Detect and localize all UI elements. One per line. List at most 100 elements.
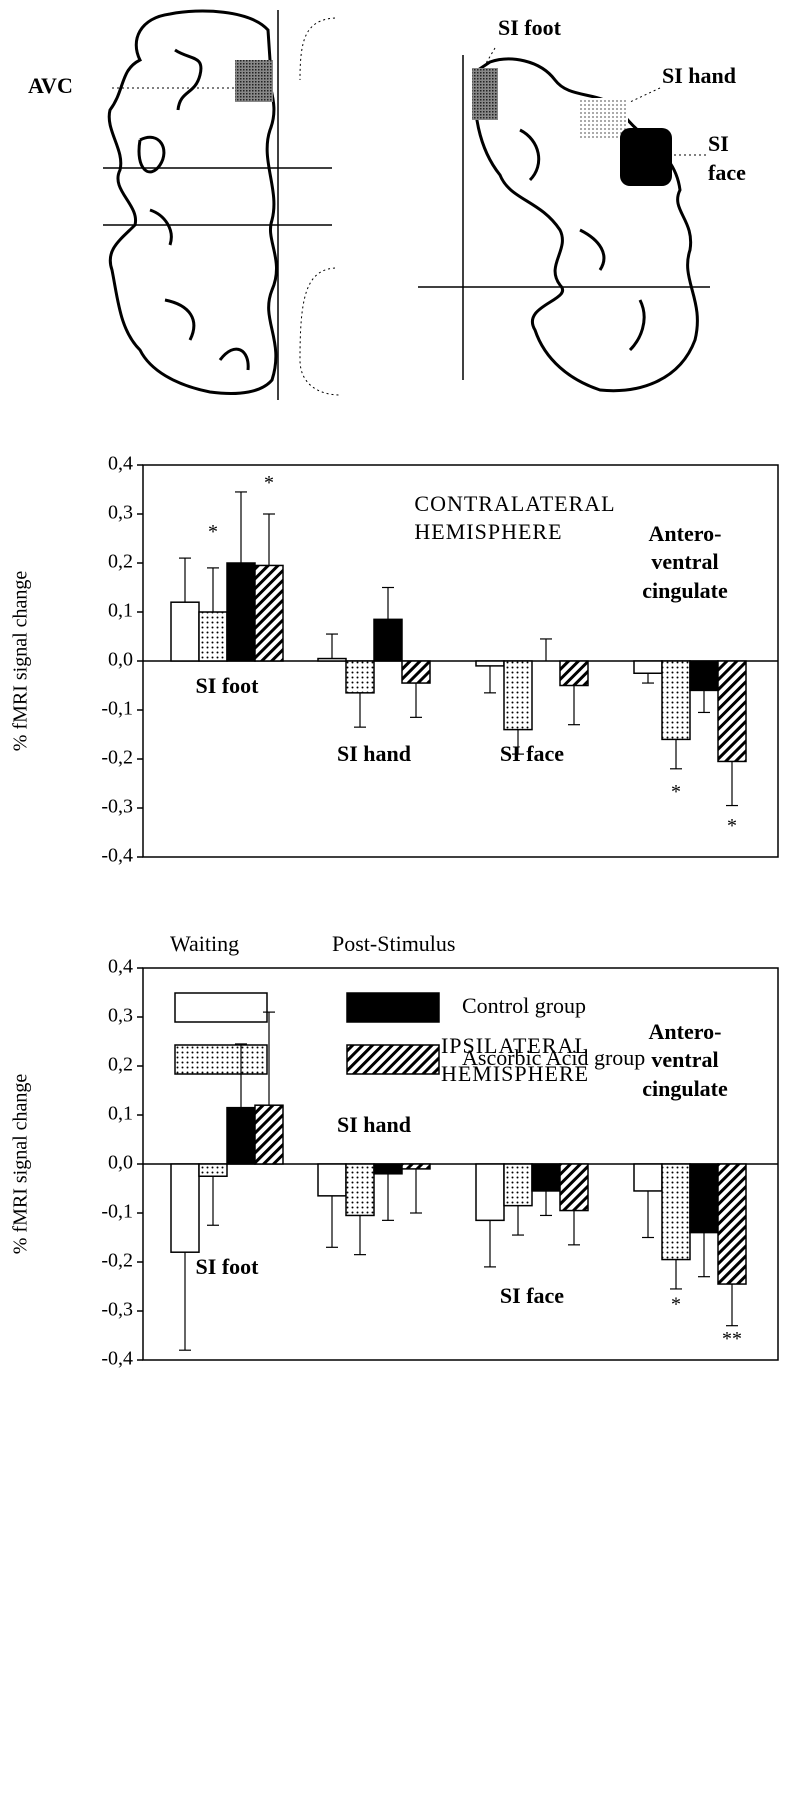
y-tick-label: 0,2 (108, 1054, 133, 1076)
y-tick-label: 0,0 (108, 1152, 133, 1174)
bar (317, 657, 347, 662)
error-bar (410, 1168, 422, 1214)
bar (254, 1104, 284, 1165)
leader (484, 47, 496, 66)
legend-swatch (174, 992, 268, 1023)
y-tick-label: 0,4 (108, 956, 133, 978)
y-tick-label: -0,2 (101, 747, 133, 769)
y-tick-label: 0,1 (108, 600, 133, 622)
error-bar (326, 633, 338, 659)
error-bar (540, 1190, 552, 1217)
diagram-label: SI face (708, 131, 746, 185)
bar (633, 1163, 663, 1192)
y-tick-label: 0,0 (108, 649, 133, 671)
category-label: SI hand (336, 741, 412, 767)
bar (401, 660, 431, 684)
bar (373, 618, 403, 662)
bar (198, 611, 228, 662)
avc-region (235, 60, 273, 102)
legend-label: Control group (462, 993, 587, 1018)
y-tick-label: -0,2 (101, 1250, 133, 1272)
error-bar (235, 1043, 247, 1108)
error-bar (642, 673, 654, 684)
error-bar (207, 1176, 219, 1226)
error-bar (670, 739, 682, 770)
category-label: SI foot (195, 672, 259, 698)
error-bar (354, 692, 366, 728)
error-bar (235, 491, 247, 563)
y-tick-label: -0,3 (101, 796, 133, 818)
si-face-region (620, 128, 672, 186)
error-bar (263, 513, 275, 566)
y-axis-label: % fMRI signal change (10, 571, 32, 752)
error-bar (512, 1205, 524, 1236)
legend-column: Waiting (170, 931, 240, 956)
bar (226, 1106, 256, 1165)
error-bar (354, 1215, 366, 1256)
chart-title: IPSILATERAL HEMISPHERE (440, 1032, 590, 1087)
chart-title: CONTRALATERAL HEMISPHERE (414, 490, 616, 545)
error-bar (642, 1190, 654, 1239)
significance-mark: ** (722, 1328, 742, 1350)
bar (254, 564, 284, 662)
category-label: Antero-ventral cingulate (642, 1018, 728, 1101)
error-bar (726, 1284, 738, 1327)
significance-mark: * (208, 521, 218, 543)
bar (689, 1163, 719, 1234)
bar (531, 1163, 561, 1192)
error-bar (179, 557, 191, 603)
diagram-label: AVC (28, 73, 73, 98)
legend-swatch (346, 1044, 440, 1075)
error-bar (540, 638, 552, 661)
y-tick-label: 0,1 (108, 1103, 133, 1125)
error-bar (263, 1011, 275, 1106)
bar (226, 562, 256, 662)
bar (475, 660, 505, 667)
diagram-label: SI hand (662, 63, 737, 88)
bar (373, 1163, 403, 1175)
bar (170, 1163, 200, 1253)
bar (503, 660, 533, 731)
si-foot-region (472, 68, 498, 120)
legend-swatch (346, 992, 440, 1023)
brain-left (107, 9, 278, 395)
y-tick-label: 0,3 (108, 1005, 133, 1027)
bar (633, 660, 663, 674)
bar (345, 660, 375, 694)
error-bar (382, 1173, 394, 1221)
error-bar (698, 690, 710, 714)
bar (717, 1163, 747, 1285)
category-label: SI hand (336, 1111, 412, 1137)
error-bar (207, 567, 219, 612)
y-tick-label: -0,4 (101, 1348, 133, 1370)
y-tick-label: 0,2 (108, 551, 133, 573)
y-tick-label: 0,4 (108, 453, 133, 475)
significance-mark: * (727, 815, 737, 837)
bar (198, 1163, 228, 1177)
legend-column: Post-Stimulus (332, 931, 456, 956)
y-tick-label: -0,1 (101, 698, 133, 720)
y-tick-label: -0,1 (101, 1201, 133, 1223)
category-label: Antero-ventral cingulate (642, 520, 728, 603)
leader (629, 87, 661, 103)
bar (661, 660, 691, 741)
bar (170, 601, 200, 662)
bar (717, 660, 747, 763)
bar (661, 1163, 691, 1261)
error-bar (484, 665, 496, 694)
y-tick-label: -0,3 (101, 1299, 133, 1321)
bar (317, 1163, 347, 1197)
bar (559, 660, 589, 687)
bar (689, 660, 719, 692)
error-bar (484, 1220, 496, 1268)
significance-mark: * (264, 472, 274, 494)
y-axis-label: % fMRI signal change (10, 1074, 32, 1255)
category-label: SI face (499, 741, 565, 767)
significance-mark: * (671, 1294, 681, 1316)
legend-swatch (174, 1044, 268, 1075)
si-hand-region (578, 98, 628, 140)
bar (475, 1163, 505, 1222)
y-tick-label: 0,3 (108, 502, 133, 524)
